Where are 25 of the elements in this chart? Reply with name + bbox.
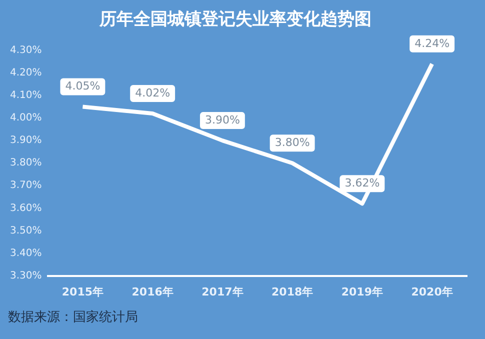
text: 4.02% xyxy=(135,86,170,100)
chart-title: 历年全国城镇登记失业率变化趋势图 xyxy=(98,10,372,30)
y-tick-label: 4.20% xyxy=(10,68,42,79)
y-tick-label: 3.90% xyxy=(10,135,42,146)
text: 4.24% xyxy=(414,36,450,50)
source-note: 数据来源：国家统计局 xyxy=(8,309,138,326)
y-tick-label: 4.10% xyxy=(10,90,42,102)
y-tick-label: 3.50% xyxy=(10,225,42,236)
y-tick-label: 3.70% xyxy=(10,180,42,192)
x-tick-label: 2019年 xyxy=(341,285,384,298)
y-tick-label: 4.30% xyxy=(10,44,42,56)
y-tick-label: 3.30% xyxy=(10,270,42,282)
y-tick-label: 3.80% xyxy=(10,158,42,169)
x-tick-label: 2018年 xyxy=(272,285,314,298)
x-tick-label: 2020年 xyxy=(411,285,453,298)
text: 3.80% xyxy=(274,136,310,149)
text: 3.62% xyxy=(344,176,380,190)
text: 3.90% xyxy=(204,113,240,126)
x-tick-label: 2015年 xyxy=(62,285,104,298)
x-tick-label: 2017年 xyxy=(202,285,244,298)
x-tick-label: 2016年 xyxy=(132,285,174,298)
text: 4.05% xyxy=(65,80,100,93)
y-tick-label: 4.00% xyxy=(10,112,42,124)
y-tick-label: 3.40% xyxy=(10,248,42,259)
y-tick-label: 3.60% xyxy=(10,202,42,214)
